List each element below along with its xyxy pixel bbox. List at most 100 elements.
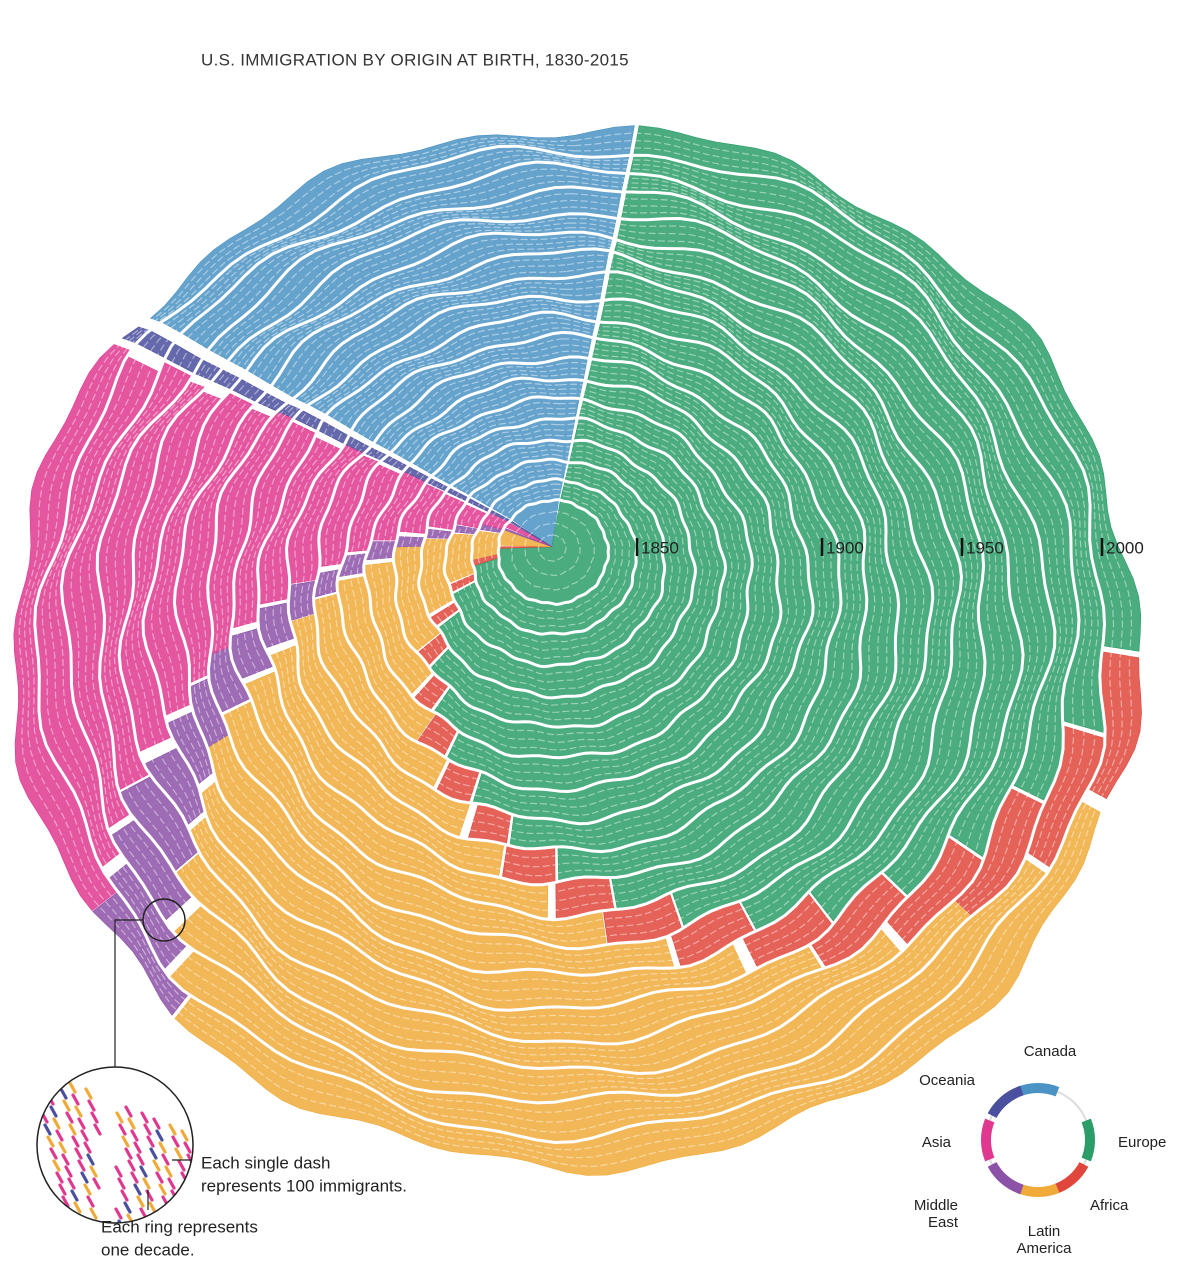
ring-texture: [477, 483, 631, 628]
ring-texture: [437, 453, 673, 675]
inset-dash: [136, 1153, 145, 1166]
inset-dash: [86, 1153, 95, 1166]
inset-dash: [46, 1135, 55, 1148]
inset-dash: [114, 1165, 123, 1178]
ring-boundary: [391, 416, 728, 729]
ring-texture: [190, 260, 947, 963]
callout: one decade.: [101, 1240, 195, 1259]
ring-texture: [182, 254, 955, 970]
year-label: 1950: [966, 538, 1004, 557]
legend-swatch: [1016, 1183, 1060, 1197]
zoom-line: [114, 919, 143, 1067]
inset-dash: [130, 1171, 139, 1184]
chart-title: U.S. IMMIGRATION BY ORIGIN AT BIRTH, 183…: [201, 50, 629, 69]
inset-dash: [152, 1117, 161, 1130]
inset-dash: [130, 1129, 139, 1142]
legend-label: Latin: [1028, 1223, 1061, 1240]
inset-dash: [92, 1177, 101, 1190]
inset-dash: [43, 1123, 52, 1136]
inset-dash: [124, 1105, 133, 1118]
inset-dash: [80, 1171, 89, 1184]
legend-swatch: [1016, 1083, 1060, 1097]
inset-dash: [80, 1129, 89, 1142]
ring-texture: [104, 193, 1047, 1067]
ring-texture: [356, 392, 760, 767]
ring-texture: [424, 444, 689, 691]
ring-texture: [113, 206, 1031, 1052]
ring-texture: [23, 139, 1124, 1159]
inset-dash: [37, 1087, 43, 1100]
inset-dash: [212, 1251, 217, 1260]
inset-dash: [86, 1195, 95, 1208]
inset-dash: [165, 1263, 170, 1272]
inset-dash: [203, 1257, 208, 1266]
ring-boundary: [117, 212, 1025, 1046]
ring-texture: [224, 291, 908, 928]
ring-texture: [370, 401, 747, 751]
ring-texture: [137, 227, 995, 1019]
ring-boundary: [33, 144, 1107, 1145]
inset-dash: [90, 1111, 99, 1124]
ring-texture: [510, 510, 595, 591]
inset-dash: [92, 1219, 101, 1223]
inset-dash: [192, 1177, 193, 1190]
ring-texture: [378, 407, 740, 744]
ring-boundary: [284, 330, 843, 854]
callout: Each ring represents: [101, 1217, 258, 1236]
year-label: 1900: [826, 538, 864, 557]
ring-texture: [70, 168, 1073, 1095]
ring-texture: [236, 299, 892, 912]
inset-dash: [70, 1189, 79, 1202]
inset-dash: [133, 1183, 142, 1196]
ring-boundary: [206, 270, 935, 951]
ring-boundary: [95, 185, 1057, 1076]
legend-label: America: [1016, 1240, 1072, 1257]
ring-texture: [28, 142, 1115, 1151]
year-label: 2000: [1106, 538, 1144, 557]
legend-label: Africa: [1090, 1197, 1129, 1214]
ring-texture: [318, 362, 806, 817]
ring-boundary: [141, 230, 987, 1012]
ring-boundary: [228, 294, 901, 922]
inset-dash: [89, 1207, 98, 1220]
inset-dash: [93, 1123, 102, 1136]
inset-dash: [168, 1123, 177, 1136]
inset-dash: [209, 1239, 214, 1248]
inset-dash: [193, 1275, 198, 1280]
inset-dash: [164, 1165, 173, 1178]
inset-dash: [173, 1201, 182, 1214]
ring-texture: [324, 367, 798, 808]
inset-dash: [65, 1111, 74, 1124]
ring-boundary: [312, 355, 815, 826]
legend-swatch: [981, 1118, 995, 1162]
inset-dash: [186, 1195, 193, 1208]
legend-label: Asia: [922, 1134, 952, 1151]
inset-dash: [171, 1135, 180, 1148]
inset-dash: [37, 1075, 40, 1088]
ring-texture: [306, 350, 821, 832]
legend-swatch: [1081, 1118, 1095, 1162]
ring-texture: [406, 428, 711, 713]
ring-texture: [399, 422, 719, 721]
inset-dash: [73, 1201, 82, 1214]
inset-dash: [167, 1177, 176, 1190]
inset-dash: [183, 1183, 192, 1196]
inset-dash: [52, 1159, 61, 1172]
inset-dash: [68, 1123, 77, 1136]
year-label: 1850: [641, 538, 679, 557]
inset-dash: [136, 1195, 145, 1208]
inset-dash: [43, 1081, 52, 1094]
inset-dash: [62, 1099, 71, 1112]
ring-boundary: [256, 310, 869, 887]
ring-texture: [450, 463, 659, 660]
ring-boundary: [496, 498, 610, 606]
ring-texture: [350, 387, 766, 776]
ring-boundary: [172, 247, 964, 977]
year-markers: 1850 1900 1950 2000: [635, 538, 1144, 557]
inset-dash: [56, 1075, 65, 1088]
ring-boundary: [470, 477, 639, 636]
inset-dash: [83, 1183, 92, 1196]
inset-dash: [148, 1201, 157, 1214]
inset-dash: [177, 1159, 186, 1172]
ring-texture: [272, 322, 855, 868]
